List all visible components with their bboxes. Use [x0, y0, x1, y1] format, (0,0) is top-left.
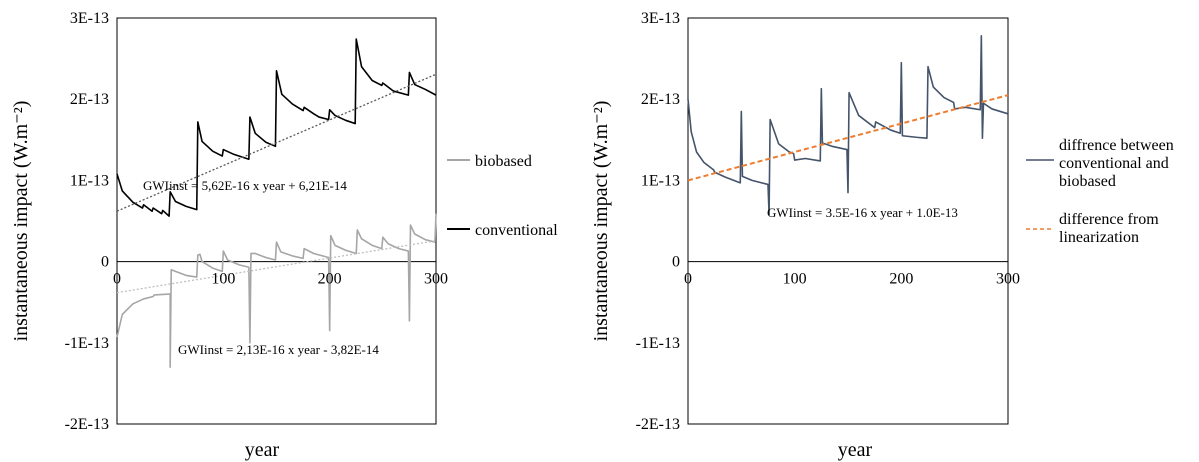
- left-x-axis-title: year: [245, 439, 280, 461]
- right-x-axis-title: year: [838, 439, 873, 461]
- y-tick-label: 1E-13: [70, 172, 109, 189]
- legend-linearization-label: difference from linearization: [1059, 211, 1163, 246]
- legend-linearization-label-line2: linearization: [1059, 229, 1139, 246]
- series-line: [116, 213, 437, 368]
- y-tick-label: 0: [672, 254, 680, 271]
- y-tick-label: 3E-13: [70, 10, 109, 27]
- series-line: [116, 38, 437, 217]
- trend-line: [116, 73, 437, 212]
- trend-line: [116, 240, 437, 294]
- y-tick-label: 2E-13: [70, 91, 109, 108]
- left-plot-lines: [116, 38, 437, 368]
- right-plot-lines: [687, 35, 1009, 263]
- y-tick-label: -1E-13: [636, 335, 680, 352]
- x-tick-label: 0: [684, 271, 692, 288]
- right-plot-area: [687, 17, 1009, 425]
- left-y-tick-labels: 3E-13 2E-13 1E-13 0 -1E-13 -2E-13: [65, 10, 109, 433]
- legend-conventional-label: conventional: [475, 222, 558, 239]
- right-y-axis-title: instantaneous impact (W.m⁻²): [590, 101, 612, 342]
- legend-difference-label-line3: biobased: [1059, 173, 1116, 190]
- legend-linearization-label-line1: difference from: [1059, 211, 1159, 228]
- legend-difference-label: diffrence between conventional and bioba…: [1059, 137, 1178, 190]
- x-tick-label: 0: [113, 271, 121, 288]
- left-annotation-biobased: GWIinst = 2,13E-16 x year - 3,82E-14: [178, 342, 379, 357]
- y-tick-label: 3E-13: [641, 10, 680, 27]
- x-tick-label: 200: [318, 271, 342, 288]
- right-chart: 0 100 200 300 3E-132E-131E-130-1E-13-2E-13 …: [590, 10, 1178, 461]
- legend-biobased-label: biobased: [475, 153, 532, 170]
- legend-difference-label-line1: diffrence between: [1059, 137, 1174, 154]
- y-tick-label: 2E-13: [641, 91, 680, 108]
- x-tick-label: 100: [211, 271, 235, 288]
- left-chart: 0 100 200 300 3E-132E-131E-130-1E-13-2E-13 …: [10, 10, 558, 461]
- x-tick-label: 300: [996, 271, 1020, 288]
- y-tick-label: 1E-13: [641, 172, 680, 189]
- left-y-axis-title: instantaneous impact (W.m⁻²): [10, 101, 32, 342]
- y-tick-label: -2E-13: [636, 416, 680, 433]
- left-x-tick-labels: 0 100 200 300: [113, 271, 448, 288]
- right-x-tick-labels: 0 100 200 300: [684, 271, 1020, 288]
- legend-difference-label-line2: conventional and: [1059, 155, 1169, 172]
- series-line: [687, 35, 1009, 216]
- trend-line: [687, 94, 1009, 182]
- right-y-tick-labels: 3E-13 2E-13 1E-13 0 -1E-13 -2E-13: [636, 10, 680, 433]
- y-tick-label: -2E-13: [65, 416, 109, 433]
- y-tick-label: -1E-13: [65, 335, 109, 352]
- x-tick-label: 300: [424, 271, 448, 288]
- right-annotation-trend: GWIinst = 3.5E-16 x year + 1.0E-13: [767, 205, 958, 220]
- y-tick-label: 0: [101, 254, 109, 271]
- x-tick-label: 200: [889, 271, 913, 288]
- x-tick-label: 100: [783, 271, 807, 288]
- left-annotation-conventional: GWIinst = 5,62E-16 x year + 6,21E-14: [143, 178, 347, 193]
